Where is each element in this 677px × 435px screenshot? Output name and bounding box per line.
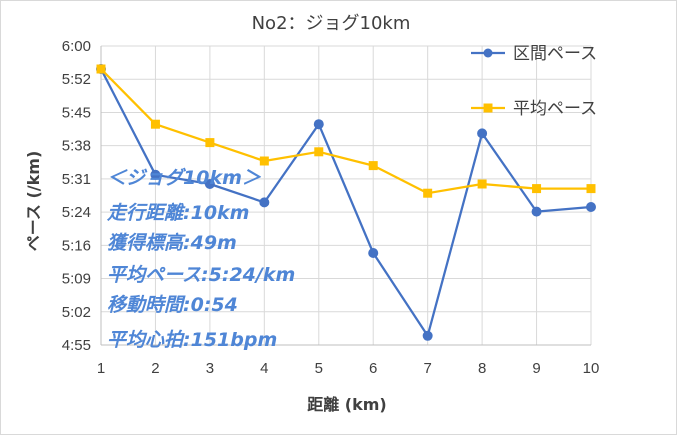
series-1-point (259, 197, 270, 208)
y-tick-label: 5:24 (62, 204, 91, 221)
chart-title: No2：ジョグ10km (252, 13, 411, 34)
x-tick-label: 7 (423, 360, 431, 377)
y-tick-label: 5:02 (62, 304, 91, 321)
y-tick-label: 5:16 (62, 237, 91, 254)
series-2-point (477, 179, 487, 189)
y-tick-label: 5:45 (62, 104, 91, 121)
y-tick-label: 4:55 (62, 337, 91, 354)
x-tick-label: 5 (315, 360, 323, 377)
annotation-line: 移動時間:0:54 (107, 294, 238, 316)
annotation-box: ＜ジョグ10km＞ 走行距離:10km 獲得標高:49m 平均ペース:5:24/km 移… (106, 167, 295, 351)
annotation-line: ＜ジョグ10km＞ (107, 167, 262, 189)
y-axis-label: ペース (/km) (24, 151, 43, 252)
y-tick-label: 5:38 (62, 138, 91, 155)
y-tick-label: 5:31 (62, 171, 91, 188)
series-2-point (368, 161, 378, 171)
y-tick-label: 6:00 (62, 38, 91, 55)
y-tick-label: 5:52 (62, 71, 91, 88)
series-2-point (259, 156, 269, 166)
y-tick-label: 5:09 (62, 271, 91, 288)
series-1-point (204, 179, 215, 189)
x-tick-label: 9 (532, 360, 540, 377)
legend-marker (483, 103, 493, 113)
series-1-point (477, 128, 488, 139)
series-2-point (314, 147, 324, 157)
x-tick-label: 3 (206, 360, 214, 377)
series-1-point (531, 206, 542, 217)
x-tick-label: 10 (583, 360, 600, 377)
legend-marker (483, 48, 493, 58)
series-1-point (368, 248, 379, 258)
series-1-point (313, 119, 324, 130)
series-line-2 (100, 68, 591, 195)
series-line-1 (99, 68, 592, 337)
axes: 6:00 5:52 5:45 5:38 5:31 5:24 5:16 5:09 5:02 4:55… (62, 38, 600, 377)
series-2-point (150, 119, 160, 129)
series-1-point (422, 330, 433, 341)
annotation-line: 平均心拍:151bpm (107, 329, 277, 351)
gridlines (101, 45, 592, 345)
series-1-point (150, 169, 161, 180)
series-2-point (96, 64, 106, 74)
x-tick-label: 4 (260, 360, 268, 377)
annotation-line: 走行距離:10km (106, 202, 249, 224)
x-tick-label: 2 (151, 360, 159, 377)
x-tick-label: 8 (478, 360, 486, 377)
series-layer (96, 64, 596, 341)
legend-label: 区間ペース (513, 44, 597, 64)
x-tick-label: 6 (369, 360, 377, 377)
annotation-line: 獲得標高:49m (107, 232, 237, 254)
x-axis-label: 距離 (km) (307, 395, 387, 414)
legend-label: 平均ペース (513, 99, 597, 119)
series-2-point (205, 138, 215, 148)
series-2-point (423, 188, 433, 198)
x-tick-label: 1 (97, 360, 105, 377)
series-1-point (586, 202, 596, 212)
annotation-line: 平均ペース:5:24/km (107, 264, 295, 286)
series-2-point (532, 184, 542, 194)
series-2-point (586, 184, 596, 194)
